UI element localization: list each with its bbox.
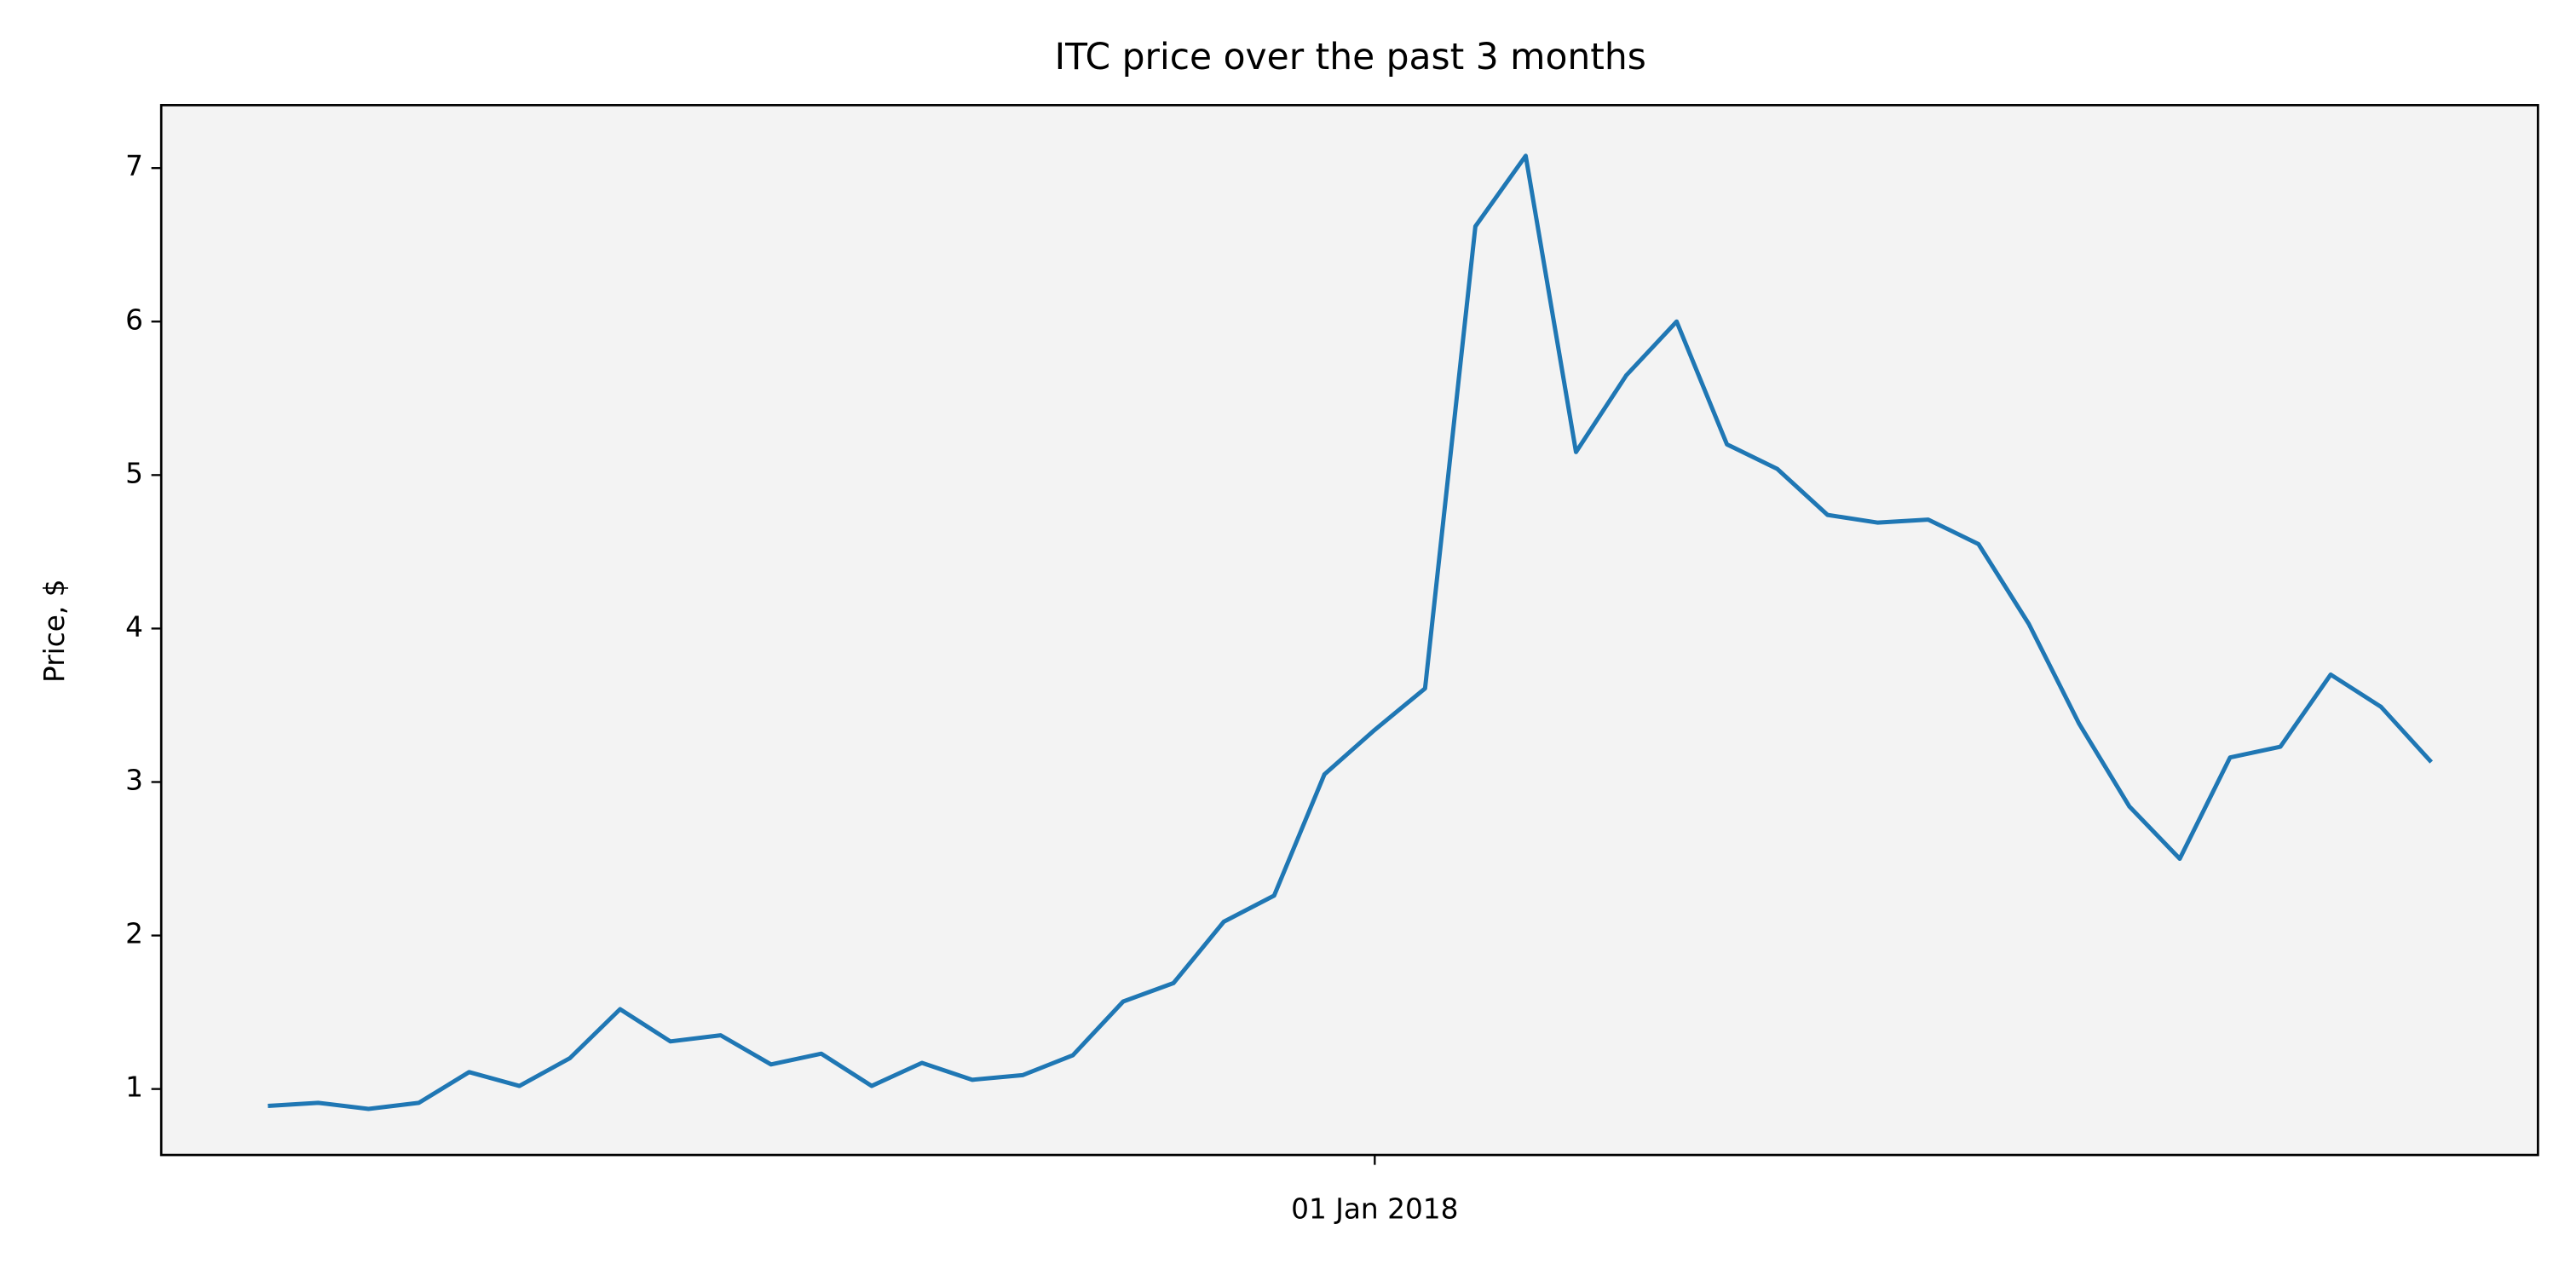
y-tick-label: 1: [125, 1071, 143, 1104]
plot-area: [161, 105, 2539, 1156]
chart-title: ITC price over the past 3 months: [1055, 36, 1646, 78]
y-tick-label: 6: [125, 303, 143, 336]
y-tick-label: 2: [125, 918, 143, 950]
y-axis-label: Price, $: [38, 579, 71, 683]
y-tick-label: 7: [125, 150, 143, 182]
plot-frame: [159, 104, 2539, 1157]
y-tick-label: 5: [125, 457, 143, 489]
price-line: [268, 153, 2434, 1111]
y-tick-label: 3: [125, 764, 143, 796]
x-tick-label: 01 Jan 2018: [1291, 1193, 1458, 1226]
y-tick-label: 4: [125, 610, 143, 643]
